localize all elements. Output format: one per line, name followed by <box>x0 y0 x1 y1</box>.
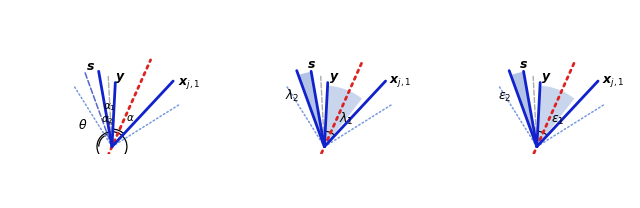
Text: $\boldsymbol{y}$: $\boldsymbol{y}$ <box>328 71 339 85</box>
Text: $\alpha_1$: $\alpha_1$ <box>104 101 116 113</box>
Text: $\epsilon_2$: $\epsilon_2$ <box>498 90 511 104</box>
Text: $\alpha$: $\alpha$ <box>125 113 134 123</box>
Text: $\lambda_2$: $\lambda_2$ <box>285 87 300 104</box>
Polygon shape <box>511 72 537 147</box>
Polygon shape <box>324 86 362 147</box>
Text: $\boldsymbol{x}_{j,1}$: $\boldsymbol{x}_{j,1}$ <box>389 74 412 89</box>
Text: $\lambda_1$: $\lambda_1$ <box>339 110 353 127</box>
Text: $\boldsymbol{s}$: $\boldsymbol{s}$ <box>86 59 95 73</box>
Text: $\alpha_2$: $\alpha_2$ <box>101 114 114 126</box>
Text: $\boldsymbol{y}$: $\boldsymbol{y}$ <box>541 71 552 85</box>
Text: $\epsilon_1$: $\epsilon_1$ <box>551 114 565 127</box>
Text: $\theta$: $\theta$ <box>78 118 88 132</box>
Text: $\boldsymbol{y}$: $\boldsymbol{y}$ <box>115 71 126 85</box>
Text: $\boldsymbol{s}$: $\boldsymbol{s}$ <box>307 58 316 71</box>
Text: $\boldsymbol{x}_{j,1}$: $\boldsymbol{x}_{j,1}$ <box>177 76 200 91</box>
Polygon shape <box>298 72 324 147</box>
Polygon shape <box>537 86 574 147</box>
Text: $\boldsymbol{x}_{j,1}$: $\boldsymbol{x}_{j,1}$ <box>602 74 624 89</box>
Text: $\boldsymbol{s}$: $\boldsymbol{s}$ <box>519 58 528 71</box>
